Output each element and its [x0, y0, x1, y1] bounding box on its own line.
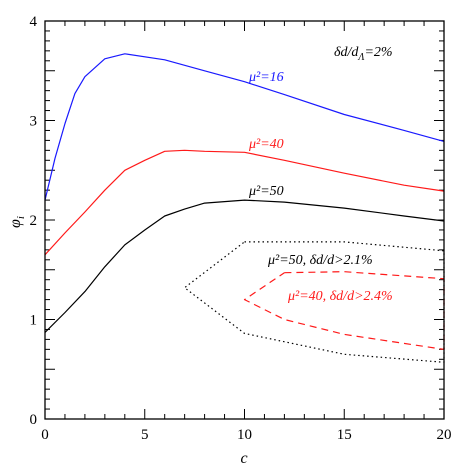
series-label-mu16: μ²=16 [248, 70, 284, 85]
plot-frame [44, 20, 445, 420]
y-tick-label: 2 [30, 213, 38, 229]
series-line-0 [44, 53, 445, 201]
axis-ticks [44, 20, 445, 420]
y-tick-label: 4 [30, 14, 38, 30]
x-tick-label: 10 [237, 427, 252, 443]
series-line-1 [44, 149, 445, 256]
series-label-mu50-region: μ²=50, δd/d>2.1% [267, 253, 373, 268]
series-line-4 [243, 271, 445, 350]
series-label-mu50: μ²=50 [248, 184, 284, 199]
y-tick-label: 1 [30, 313, 38, 329]
series-line-3 [184, 241, 445, 363]
series-line-2 [44, 199, 445, 333]
y-axis-label-sub: i [15, 216, 27, 219]
x-tick-label: 20 [437, 427, 452, 443]
y-axis-label-main: φ [7, 219, 24, 228]
x-tick-label: 15 [337, 427, 352, 443]
x-axis-label: c [240, 450, 247, 467]
tick-labels: 0 5 10 15 20 0 1 2 3 4 [30, 14, 452, 443]
corner-label-tail: =2% [364, 45, 392, 60]
corner-label: δd/dΛ=2% [334, 45, 393, 63]
y-tick-label: 3 [30, 114, 38, 130]
y-tick-label: 0 [30, 412, 38, 428]
y-axis-label: φi [7, 216, 27, 228]
corner-label-sub: Λ [357, 52, 364, 63]
corner-label-main: δd/d [334, 45, 359, 60]
series-label-mu40-region: μ²=40, δd/d>2.4% [287, 289, 393, 304]
x-tick-label: 0 [41, 427, 49, 443]
series-label-mu40: μ²=40 [248, 137, 284, 152]
series-layer [44, 53, 445, 363]
x-tick-label: 5 [141, 427, 149, 443]
